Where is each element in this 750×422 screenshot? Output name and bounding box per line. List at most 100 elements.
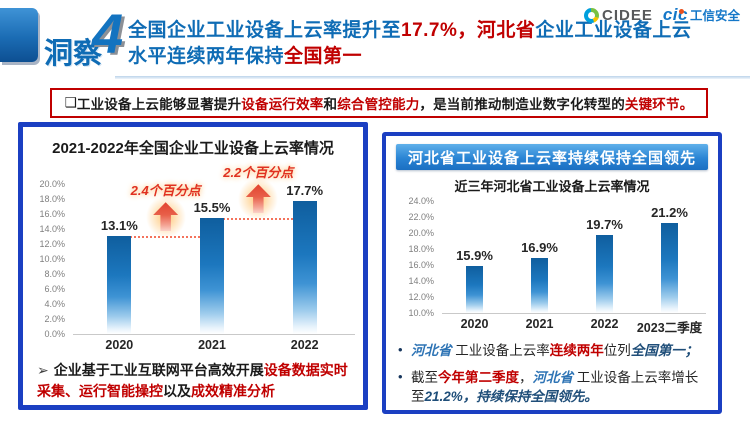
- y-axis-tick: 0.0%: [44, 329, 65, 339]
- x-axis-labels: 2020 2021 2022 2023二季度: [394, 315, 710, 335]
- y-axis-tick: 4.0%: [44, 299, 65, 309]
- hebei-chart-title: 近三年河北省工业设备上云率情况: [454, 179, 650, 194]
- y-axis-tick: 16.0%: [39, 209, 65, 219]
- y-axis-tick: 18.0%: [39, 194, 65, 204]
- text-run: 全国第一；: [630, 343, 699, 358]
- text-run: 河北省: [532, 369, 574, 385]
- cidee-logo: CIDEE: [584, 7, 653, 24]
- y-axis-tick: 12.0%: [408, 292, 434, 302]
- cic-logo-dot-icon: [678, 9, 684, 14]
- y-axis-tick: 18.0%: [408, 244, 434, 254]
- text-run: 今年第二季度: [438, 369, 519, 385]
- text-run: 以及: [163, 383, 191, 399]
- text-run: 17.7%，河北省: [401, 20, 536, 41]
- text-run: 成效精准分析: [191, 383, 275, 399]
- y-axis-tick: 6.0%: [44, 284, 65, 294]
- y-axis-tick: 2.0%: [44, 314, 65, 324]
- x-axis-label: 2023二季度: [636, 321, 703, 335]
- bar-2022: [596, 235, 613, 313]
- bar-value-label: 21.2%: [651, 205, 688, 221]
- plot-area: 0.0% 2.0% 4.0% 6.0% 8.0% 10.0% 12.0% 14.0% 16.0%…: [27, 165, 359, 339]
- bar-2020: [466, 265, 483, 313]
- hebei-panel-header: 河北省工业设备上云率持续保持全国领先: [396, 144, 708, 170]
- y-axis-tick: 14.0%: [408, 276, 434, 286]
- x-axis-label: 2022: [290, 338, 319, 352]
- national-note: ➢ 企业基于工业互联网平台高效开展设备数据实时采集、运行智能操控以及成效精准分析: [37, 360, 349, 402]
- x-axis-label: 2020: [105, 338, 134, 352]
- text-run: 企业工业设备上云水平连续两年保持: [128, 20, 692, 67]
- text-run: 截至: [411, 369, 438, 385]
- increase-arrow-icon: [145, 195, 186, 238]
- bar-2020: [107, 235, 132, 334]
- up-arrow-icon: [153, 202, 179, 232]
- corner-decoration-block: [0, 8, 38, 62]
- text-run: 企业基于工业互联网平台高效开展: [53, 362, 264, 378]
- y-axis-tick: 10.0%: [408, 308, 434, 318]
- x-axis-label: 2021: [198, 338, 226, 352]
- x-axis-line: [442, 313, 706, 314]
- text-run: 综合管控能力: [337, 97, 420, 112]
- y-axis-tick: 10.0%: [39, 254, 65, 264]
- text-run: ，是当前推动制造业数字化转型的: [419, 97, 625, 112]
- text-run: 全国企业工业设备上云率提升至: [128, 20, 402, 41]
- y-axis-tick: 22.0%: [408, 212, 434, 222]
- text-run: 设备运行效率: [241, 97, 324, 112]
- bar-value-label: 15.9%: [456, 247, 493, 263]
- text-run: 工业设备上云率: [451, 343, 550, 358]
- increase-arrow-icon: [238, 177, 279, 220]
- hebei-bullet-1-text: 河北省 工业设备上云率连续两年位列全国第一；: [411, 343, 698, 358]
- hebei-bullet-2-text: 截至今年第二季度，河北省 工业设备上云率增长至21.2%，持续保持全国领先。: [411, 370, 698, 405]
- increase-annotation: 2.2个百分点: [223, 164, 294, 180]
- increase-annotation: 2.4个百分点: [130, 182, 201, 198]
- national-note-text: 企业基于工业互联网平台高效开展设备数据实时采集、运行智能操控以及成效精准分析: [37, 362, 348, 399]
- bar-value-label: 17.7%: [286, 183, 324, 199]
- insight-badge-number: 4: [92, 2, 124, 65]
- text-run: 和: [323, 97, 338, 112]
- bar-value-label: 15.5%: [193, 199, 231, 215]
- text-run: 设备数据实时采集、运行智能操控: [37, 362, 348, 399]
- cic-logo-text: 工信安全: [689, 9, 740, 23]
- up-arrow-icon: [245, 184, 271, 214]
- y-axis-tick: 12.0%: [39, 239, 65, 249]
- header-divider: [115, 76, 750, 79]
- y-axis-tick: 8.0%: [44, 269, 65, 279]
- y-axis-tick: 20.0%: [39, 179, 65, 189]
- bar-value-label: 16.9%: [521, 239, 558, 255]
- bar-2023二季度: [661, 223, 678, 313]
- text-run: 工业设备上云率增长至: [411, 369, 699, 405]
- x-axis-labels: 2020 2021 2022: [27, 336, 359, 356]
- text-run: 位列: [603, 343, 631, 358]
- bar-2022: [292, 201, 317, 334]
- text-run: ❑: [64, 95, 77, 110]
- bar-2021: [200, 217, 224, 334]
- arrow-bullet-icon: ➢: [37, 362, 49, 378]
- text-run: 河北省: [411, 343, 452, 358]
- hebei-panel: 河北省工业设备上云率持续保持全国领先 近三年河北省工业设备上云率情况 10.0%…: [382, 132, 722, 414]
- insight-badge-label: 洞察: [44, 38, 103, 70]
- cidee-logo-text: CIDEE: [602, 6, 653, 24]
- national-panel: 2021-2022年全国企业工业设备上云率情况 0.0% 2.0% 4.0% 6.0%…: [18, 122, 368, 410]
- national-chart-title: 2021-2022年全国企业工业设备上云率情况: [52, 140, 334, 157]
- y-axis-tick: 14.0%: [39, 224, 65, 234]
- statement-box: ❑ 工业设备上云能够显著提升 设备运行效率和综合管控能力 ，是当前推动制造业数字化转型…: [50, 88, 708, 118]
- y-axis-tick: 20.0%: [408, 228, 434, 238]
- hebei-bullet-list: • 河北省 工业设备上云率连续两年位列全国第一； • 截至今年第二季度，河北省 …: [398, 341, 706, 407]
- bullet-dot-icon: •: [398, 342, 403, 357]
- text-run: 连续两年: [549, 343, 604, 358]
- bar-value-label: 13.1%: [100, 217, 138, 233]
- national-cloud-rate-chart: 0.0% 2.0% 4.0% 6.0% 8.0% 10.0% 12.0% 14.0% 16.0%…: [27, 165, 359, 356]
- page-title: 全国企业工业设备上云率提升至17.7%，河北省企业工业设备上云水平连续两年保持全…: [128, 18, 698, 70]
- bar-2021: [531, 257, 548, 313]
- y-axis-tick: 16.0%: [408, 260, 434, 270]
- hebei-bullet-2: • 截至今年第二季度，河北省 工业设备上云率增长至21.2%，持续保持全国领先。: [398, 368, 706, 407]
- x-axis-label: 2021: [525, 317, 554, 331]
- plot-area: 10.0% 12.0% 14.0% 16.0% 18.0% 20.0% 22.0% 24.0%…: [394, 196, 710, 318]
- x-axis-line: [73, 334, 355, 335]
- cidee-swirl-icon: [584, 7, 599, 23]
- bar-value-label: 19.7%: [586, 217, 623, 233]
- text-run: 关键环节。: [624, 97, 694, 112]
- x-axis-label: 2022: [590, 317, 619, 331]
- bullet-dot-icon: •: [398, 368, 403, 384]
- cic-logo-mark: cic: [662, 5, 688, 24]
